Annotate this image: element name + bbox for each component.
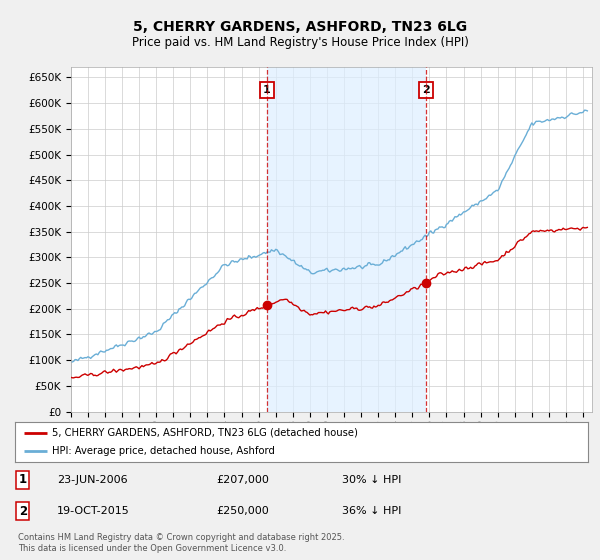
Text: £250,000: £250,000 xyxy=(216,506,269,516)
Text: Price paid vs. HM Land Registry's House Price Index (HPI): Price paid vs. HM Land Registry's House … xyxy=(131,36,469,49)
Text: 23-JUN-2006: 23-JUN-2006 xyxy=(57,475,128,484)
Text: 2: 2 xyxy=(19,505,27,517)
Text: 5, CHERRY GARDENS, ASHFORD, TN23 6LG (detached house): 5, CHERRY GARDENS, ASHFORD, TN23 6LG (de… xyxy=(52,428,358,437)
Text: 1: 1 xyxy=(19,473,27,486)
Text: Contains HM Land Registry data © Crown copyright and database right 2025.
This d: Contains HM Land Registry data © Crown c… xyxy=(18,533,344,553)
Text: 1: 1 xyxy=(263,85,271,95)
Text: 30% ↓ HPI: 30% ↓ HPI xyxy=(342,475,401,484)
Text: HPI: Average price, detached house, Ashford: HPI: Average price, detached house, Ashf… xyxy=(52,446,275,456)
Text: 2: 2 xyxy=(422,85,430,95)
Text: £207,000: £207,000 xyxy=(216,475,269,484)
Text: 36% ↓ HPI: 36% ↓ HPI xyxy=(342,506,401,516)
Text: 19-OCT-2015: 19-OCT-2015 xyxy=(57,506,130,516)
Text: 5, CHERRY GARDENS, ASHFORD, TN23 6LG: 5, CHERRY GARDENS, ASHFORD, TN23 6LG xyxy=(133,20,467,34)
Bar xyxy=(267,67,426,412)
